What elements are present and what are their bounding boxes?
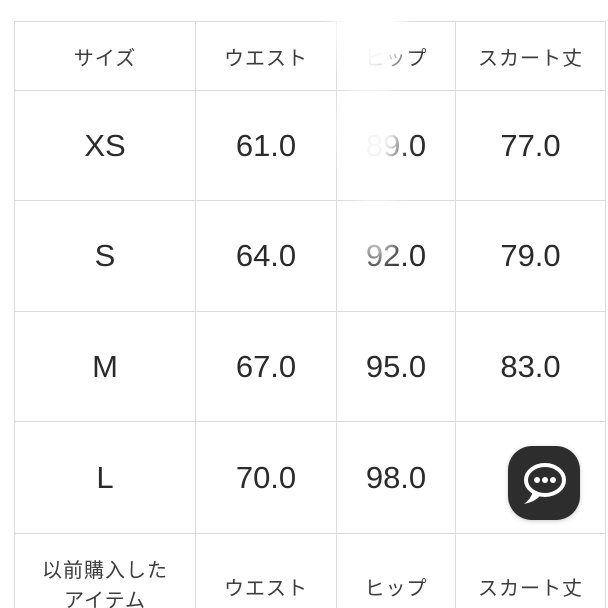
table-row-l: L 70.0 98.0 [14,421,606,534]
table-header-row: サイズ ウエスト ヒップ スカート丈 [14,21,606,91]
skirt-cell: 77.0 [455,90,606,201]
waist-cell: 67.0 [195,311,337,422]
waist-cell: 64.0 [195,200,337,312]
column-header-hip: ヒップ [336,21,456,91]
size-chart-table: サイズ ウエスト ヒップ スカート丈 XS 61.0 89.0 77.0 S 6… [14,21,606,608]
column-header-size: サイズ [14,21,196,91]
chat-button[interactable] [508,446,580,520]
size-cell: S [14,200,196,312]
footer-hip-label: ヒップ [336,533,456,608]
hip-cell: 92.0 [336,200,456,312]
previously-purchased-line2: アイテム [64,590,146,608]
footer-skirt-label: スカート丈 [455,533,606,608]
previously-purchased-line1: 以前購入した [42,560,168,582]
waist-cell: 61.0 [195,90,337,201]
size-cell: M [14,311,196,422]
chat-bubble-icon [524,463,566,504]
hip-cell: 89.0 [336,90,456,201]
skirt-cell: 79.0 [455,200,606,312]
footer-waist-label: ウエスト [195,533,337,608]
waist-cell: 70.0 [195,421,337,534]
previously-purchased-item-label: 以前購入した アイテム [14,533,196,608]
table-footer-row: 以前購入した アイテム ウエスト ヒップ スカート丈 [14,533,606,608]
column-header-waist: ウエスト [195,21,337,91]
size-cell: L [14,421,196,534]
hip-cell: 95.0 [336,311,456,422]
size-cell: XS [14,90,196,201]
skirt-cell: 83.0 [455,311,606,422]
column-header-skirt-length: スカート丈 [455,21,606,91]
table-row-s: S 64.0 92.0 79.0 [14,200,606,312]
table-row-xs: XS 61.0 89.0 77.0 [14,90,606,201]
hip-cell: 98.0 [336,421,456,534]
table-row-m: M 67.0 95.0 83.0 [14,311,606,422]
